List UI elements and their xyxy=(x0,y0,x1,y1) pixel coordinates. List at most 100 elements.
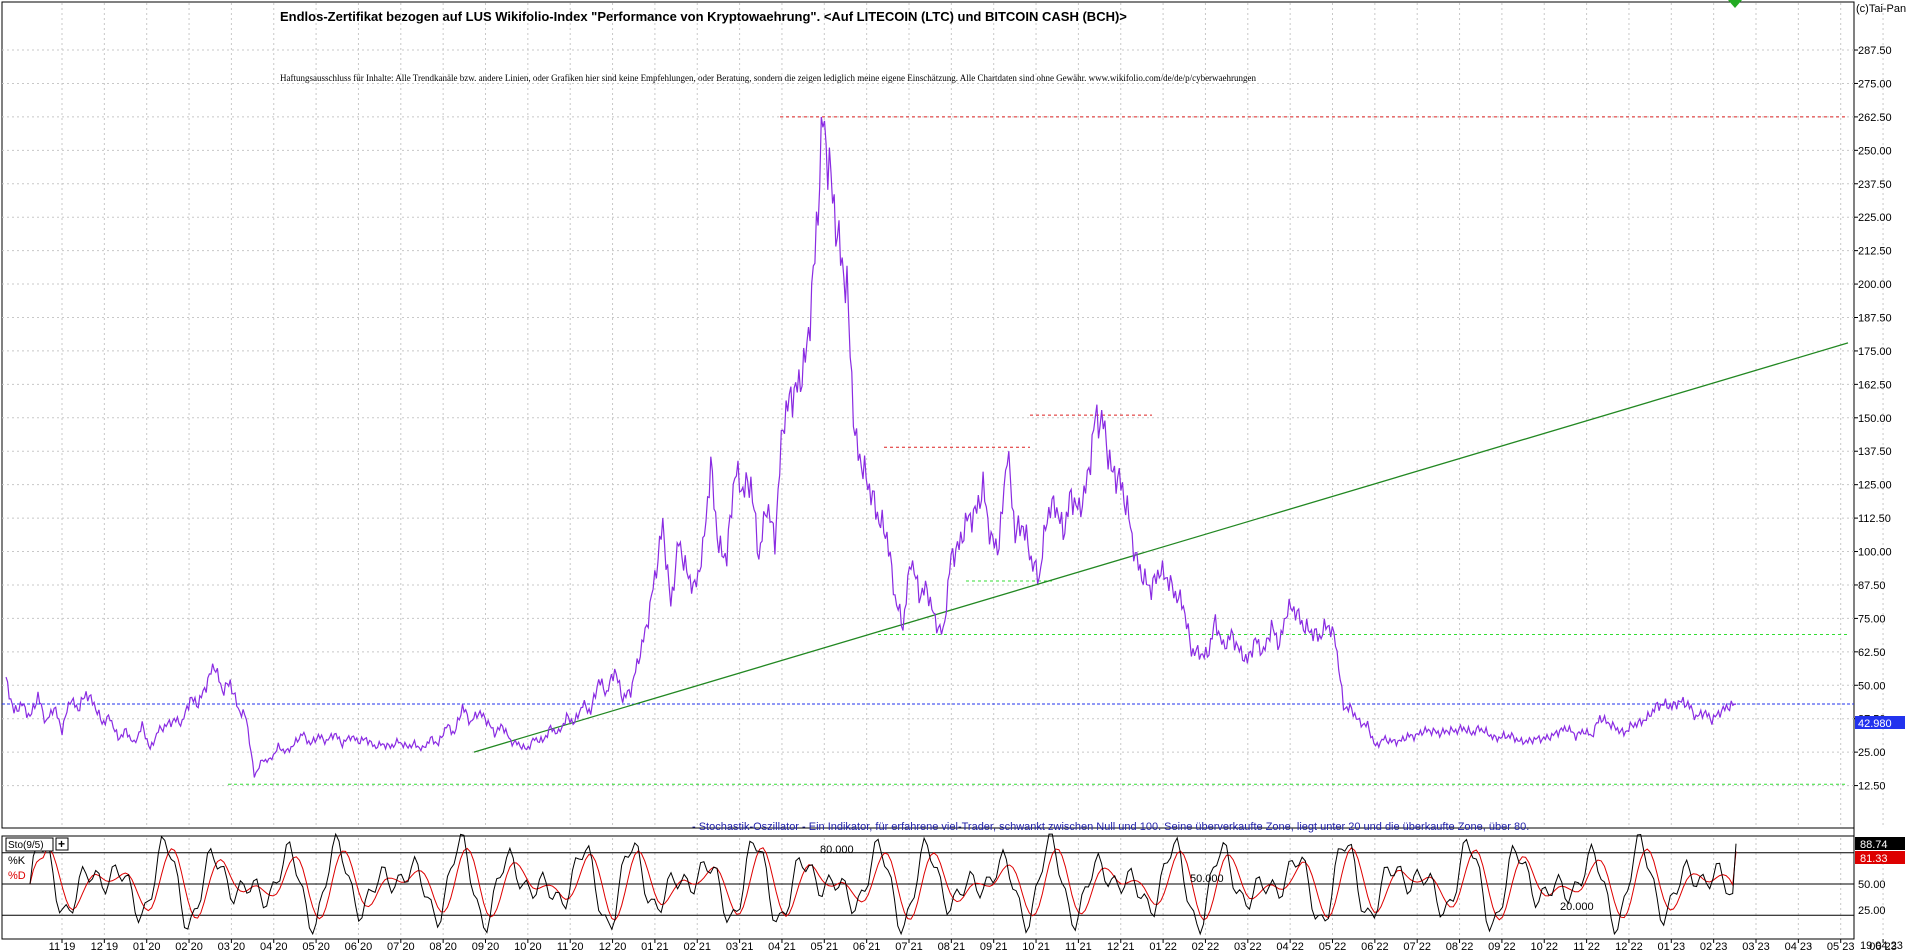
x-tick-label: 12 21 xyxy=(1107,941,1135,952)
y-tick-label: 212.50 xyxy=(1858,246,1892,258)
y-tick-label: 75.00 xyxy=(1858,613,1886,625)
x-tick-label: 06 20 xyxy=(345,941,373,952)
x-tick-label: 02 20 xyxy=(175,941,203,952)
d-value-label: 81.33 xyxy=(1860,853,1888,865)
x-tick-label: 06 23 xyxy=(1869,941,1897,952)
y-tick-label: 162.50 xyxy=(1858,379,1892,391)
y-tick-label: 50.00 xyxy=(1858,680,1886,692)
x-tick-label: 08 22 xyxy=(1446,941,1474,952)
x-tick-label: 09 21 xyxy=(980,941,1008,952)
y-tick-label: 237.50 xyxy=(1858,179,1892,191)
x-tick-label: 11 19 xyxy=(49,941,76,952)
x-tick-label: 02 22 xyxy=(1192,941,1220,952)
y-tick-label: 125.00 xyxy=(1858,480,1892,492)
stochastic-d-line xyxy=(29,847,1737,921)
x-tick-label: 04 21 xyxy=(768,941,796,952)
y-tick-label: 200.00 xyxy=(1858,279,1892,291)
y-tick-label: 100.00 xyxy=(1858,547,1892,559)
y-tick-label: 175.00 xyxy=(1858,346,1892,358)
x-tick-label: 07 20 xyxy=(387,941,415,952)
x-tick-label: 08 20 xyxy=(429,941,457,952)
stochastic-k-line xyxy=(29,832,1737,936)
x-tick-label: 08 21 xyxy=(938,941,966,952)
x-tick-label: 05 23 xyxy=(1827,941,1855,952)
x-tick-label: 09 20 xyxy=(472,941,500,952)
trend-line xyxy=(473,342,1849,753)
stoch-y-tick-label: 25.00 xyxy=(1858,905,1886,917)
x-tick-label: 01 22 xyxy=(1149,941,1177,952)
x-tick-label: 04 22 xyxy=(1276,941,1304,952)
x-tick-label: 01 23 xyxy=(1658,941,1686,952)
x-tick-label: 06 22 xyxy=(1361,941,1389,952)
k-value-box xyxy=(1855,837,1905,850)
level-80-label: 80.000 xyxy=(820,844,854,856)
y-tick-label: 250.00 xyxy=(1858,145,1892,157)
y-tick-label: 87.50 xyxy=(1858,580,1886,592)
x-tick-label: 09 22 xyxy=(1488,941,1516,952)
x-tick-label: 04 23 xyxy=(1785,941,1813,952)
x-tick-label: 06 21 xyxy=(853,941,881,952)
x-tick-label: 10 20 xyxy=(514,941,542,952)
y-tick-label: 225.00 xyxy=(1858,212,1892,224)
y-tick-label: 137.50 xyxy=(1858,446,1892,458)
copyright-label: (c)Tai-Pan xyxy=(1856,3,1906,15)
x-tick-label: 07 21 xyxy=(895,941,923,952)
minus-marker: - xyxy=(1808,940,1812,952)
x-tick-label: 02 23 xyxy=(1700,941,1728,952)
level-50-label: 50.000 xyxy=(1190,873,1224,885)
d-value-box xyxy=(1855,851,1905,864)
price-line xyxy=(5,116,1737,778)
x-tick-label: 11 20 xyxy=(557,941,584,952)
stoch-y-tick-label: 50.00 xyxy=(1858,879,1886,891)
k-legend-label: %K xyxy=(8,855,26,867)
disclaimer-text: Haftungsausschluss für Inhalte: Alle Tre… xyxy=(280,73,1257,83)
stochastic-description: - Stochastik-Oszillator - Ein Indikator,… xyxy=(692,821,1529,833)
current-price-box xyxy=(1855,716,1905,729)
stochastic-layer xyxy=(2,832,1854,936)
y-tick-label: 12.50 xyxy=(1858,781,1886,793)
y-tick-label: 275.00 xyxy=(1858,78,1892,90)
x-tick-label: 11 22 xyxy=(1573,941,1600,952)
green-arrow-icon xyxy=(1728,0,1742,8)
y-tick-label: 112.50 xyxy=(1858,513,1891,525)
grid-layer xyxy=(2,3,1884,938)
plus-icon[interactable]: + xyxy=(58,837,65,851)
x-tick-label: 12 19 xyxy=(91,941,119,952)
reference-lines xyxy=(2,116,1854,785)
y-tick-label: 62.50 xyxy=(1858,647,1886,659)
price-series xyxy=(5,116,1737,778)
y-axis: 287.50 275.00 262.50 250.00 237.50 225.00 212.… xyxy=(1854,45,1892,917)
x-tick-label: 07 22 xyxy=(1403,941,1431,952)
current-price-label: 42.980 xyxy=(1858,718,1892,730)
x-tick-label: 03 20 xyxy=(218,941,246,952)
y-tick-label: 262.50 xyxy=(1858,112,1892,124)
y-tick-label: 187.50 xyxy=(1858,312,1892,324)
d-legend-label: %D xyxy=(8,870,26,882)
indicator-label-box[interactable] xyxy=(5,837,54,852)
y-tick-label: 25.00 xyxy=(1858,747,1886,759)
x-tick-label: 03 23 xyxy=(1742,941,1770,952)
x-tick-label: 10 22 xyxy=(1530,941,1558,952)
y-tick-label: 287.50 xyxy=(1858,45,1892,57)
k-value-label: 88.74 xyxy=(1860,839,1888,851)
indicator-toggle-button[interactable] xyxy=(55,837,69,851)
x-tick-label: 01 20 xyxy=(133,941,161,952)
x-tick-label: 03 22 xyxy=(1234,941,1262,952)
x-tick-label: 11 21 xyxy=(1065,941,1092,952)
x-tick-label: 12 20 xyxy=(599,941,627,952)
level-20-label: 20.000 xyxy=(1560,901,1594,913)
x-tick-label: 01 21 xyxy=(641,941,669,952)
indicator-label[interactable]: Sto(9/5) xyxy=(8,840,44,851)
x-axis: 11 19 12 19 01 20 02 20 03 20 04 20 05 20 06 20… xyxy=(49,939,1897,952)
x-tick-label: 10 21 xyxy=(1022,941,1050,952)
x-tick-label: 12 22 xyxy=(1615,941,1643,952)
x-tick-label: 05 20 xyxy=(302,941,330,952)
x-tick-label: 03 21 xyxy=(726,941,754,952)
x-tick-label: 02 21 xyxy=(683,941,711,952)
x-tick-label: 05 21 xyxy=(811,941,839,952)
end-date-label: 19.04.23 xyxy=(1860,940,1903,952)
x-tick-label: 04 20 xyxy=(260,941,288,952)
x-tick-label: 05 22 xyxy=(1319,941,1347,952)
chart-title: Endlos-Zertifikat bezogen auf LUS Wikifo… xyxy=(280,9,1127,24)
